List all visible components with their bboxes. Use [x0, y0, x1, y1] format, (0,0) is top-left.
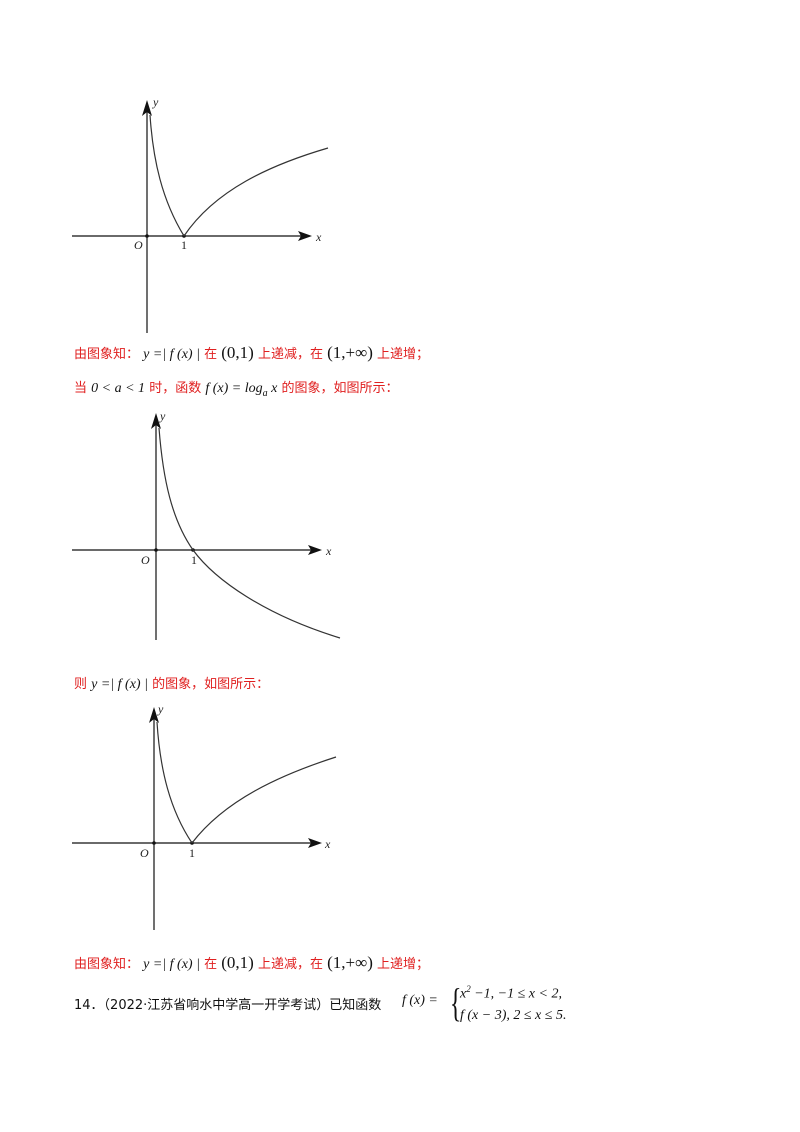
case1-base: x: [460, 986, 467, 1002]
log-base: a: [262, 387, 268, 399]
decreasing-text: 上递减，在: [257, 957, 323, 972]
curve-left-branch: [156, 721, 193, 844]
curve-right-branch: [191, 756, 337, 844]
piecewise-case-1: x2 −1, −1 ≤ x < 2,: [460, 984, 562, 1003]
x-axis-arrow: [298, 231, 312, 241]
curve-left-branch: [149, 114, 185, 237]
graph-caption: 的图象，如图所示：: [281, 381, 399, 396]
graph-caption: 的图象，如图所示：: [152, 677, 270, 692]
problem-prefix: 14．（2022·江苏省响水中学高一开学考试）已知函数: [74, 998, 382, 1013]
graph-2-axes: y x O 1: [72, 409, 332, 640]
case1-rest: −1, −1 ≤ x < 2,: [470, 986, 562, 1002]
when-word: 当: [74, 381, 88, 396]
in-word: 在: [204, 957, 218, 972]
then-word: 则: [74, 677, 88, 692]
prefix: 由图象知：: [74, 957, 140, 972]
piecewise-case-2: f (x − 3), 2 ≤ x ≤ 5.: [460, 1008, 567, 1023]
origin-point: [152, 841, 156, 845]
graph-3-axes: y x O 1: [72, 702, 331, 930]
tick-label-1: 1: [191, 553, 197, 567]
interval-increasing: (1,+∞): [327, 953, 373, 972]
origin-point: [145, 234, 149, 238]
increasing-text: 上递增；: [377, 957, 430, 972]
abs-expression: y =| f (x) |: [143, 957, 200, 972]
in-word: 在: [204, 347, 218, 362]
conclusion-line-2: 由图象知： y =| f (x) | 在 (0,1) 上递减，在 (1,+∞) …: [74, 953, 429, 975]
x-axis-arrow: [308, 838, 322, 848]
function-definition: f (x) = loga x: [205, 381, 278, 399]
abs-expression: y =| f (x) |: [91, 677, 148, 692]
decreasing-text: 上递减，在: [257, 347, 323, 362]
tick-label-1: 1: [181, 238, 187, 252]
graph-1-axes: y x O 1: [72, 95, 322, 333]
y-axis-arrow: [142, 100, 152, 116]
x-axis-label: x: [325, 544, 332, 558]
origin-label: O: [134, 238, 143, 252]
piecewise-brace: {: [449, 980, 462, 1025]
abs-expression: y =| f (x) |: [143, 347, 200, 362]
condition-expression: 0 < a < 1: [91, 381, 146, 396]
x-axis-label: x: [315, 230, 322, 244]
y-axis-label: y: [152, 95, 159, 109]
y-axis-arrow: [151, 413, 161, 429]
origin-label: O: [140, 846, 149, 860]
function-var: x: [267, 381, 278, 396]
prefix: 由图象知：: [74, 347, 140, 362]
case1-exponent: 2: [466, 984, 471, 994]
function-head: f (x) = log: [205, 381, 263, 396]
origin-point: [154, 548, 158, 552]
tick-label-1: 1: [189, 846, 195, 860]
increasing-text: 上递增；: [377, 347, 430, 362]
function-name: f (x) =: [402, 993, 438, 1008]
y-axis-label: y: [157, 702, 164, 716]
y-axis-arrow: [149, 707, 159, 723]
interval-decreasing: (0,1): [221, 343, 254, 362]
curve-right-branch: [183, 147, 329, 237]
interval-decreasing: (0,1): [221, 953, 254, 972]
then-line: 则 y =| f (x) | 的图象，如图所示：: [74, 675, 269, 695]
conclusion-line-1: 由图象知： y =| f (x) | 在 (0,1) 上递减，在 (1,+∞) …: [74, 343, 429, 365]
y-axis-label: y: [159, 409, 166, 423]
curve-log-decreasing: [158, 427, 341, 639]
x-axis-arrow: [308, 545, 322, 555]
origin-label: O: [141, 553, 150, 567]
interval-increasing: (1,+∞): [327, 343, 373, 362]
x-axis-label: x: [324, 837, 331, 851]
time-word: 时，函数: [149, 381, 202, 396]
condition-line: 当 0 < a < 1 时，函数 f (x) = loga x 的图象，如图所示…: [74, 379, 399, 404]
